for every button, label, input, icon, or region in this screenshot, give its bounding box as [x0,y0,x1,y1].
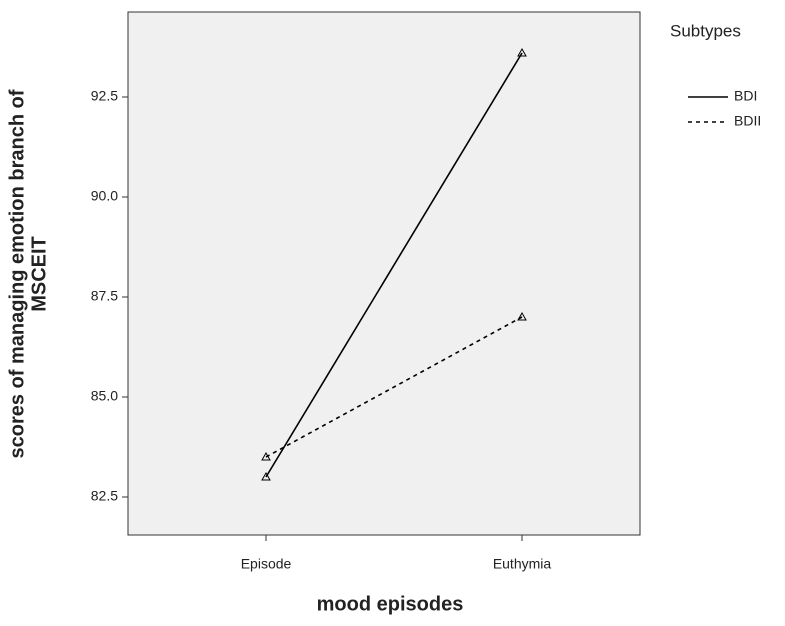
legend-title: Subtypes [670,21,741,40]
x-tick-label: Episode [241,556,292,572]
point-marker [261,471,271,481]
legend-label: BDII [734,113,761,129]
y-tick-label: 90.0 [91,188,118,204]
y-axis-title: scores of managing emotion branch of [6,89,28,458]
y-tick-label: 87.5 [91,288,118,304]
y-axis-title: MSCEIT [28,236,50,312]
x-tick-label: Euthymia [493,556,552,572]
point-marker [517,311,527,321]
legend-label: BDI [734,88,757,104]
y-tick-label: 82.5 [91,488,118,504]
point-marker [261,451,271,461]
y-tick-label: 85.0 [91,388,118,404]
x-axis-title: mood episodes [317,593,464,615]
point-marker [517,47,527,57]
y-tick-label: 92.5 [91,88,118,104]
plot-area [127,11,641,536]
series-line [265,52,523,478]
series-line [265,316,523,458]
